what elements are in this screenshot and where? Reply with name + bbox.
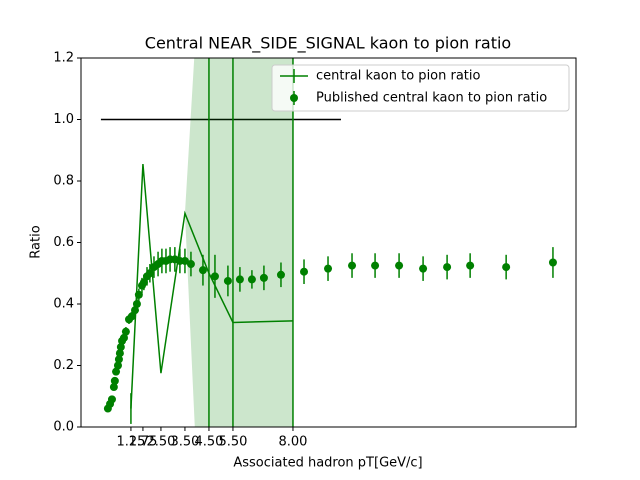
data-point bbox=[112, 367, 121, 376]
data-point bbox=[107, 395, 116, 404]
data-point bbox=[186, 260, 195, 269]
y-tick-label: 0.0 bbox=[53, 420, 74, 435]
data-point bbox=[276, 270, 285, 279]
x-tick-label: 1.75 bbox=[128, 435, 157, 450]
x-tick-label: 2.50 bbox=[146, 435, 175, 450]
data-point bbox=[115, 349, 124, 358]
data-point bbox=[259, 273, 268, 282]
axes-frame bbox=[80, 57, 577, 428]
legend-label: central kaon to pion ratio bbox=[316, 69, 481, 84]
data-point bbox=[116, 343, 125, 352]
data-point bbox=[113, 361, 122, 370]
y-tick-label: 0.2 bbox=[53, 358, 74, 373]
y-tick-label: 1.2 bbox=[53, 51, 74, 66]
legend-label: Published central kaon to pion ratio bbox=[316, 91, 547, 106]
y-axis-label: Ratio bbox=[29, 225, 44, 258]
data-point bbox=[145, 269, 154, 278]
data-point bbox=[395, 261, 404, 270]
x-tick-label: 1.25 bbox=[116, 435, 145, 450]
legend-box bbox=[271, 64, 570, 112]
x-axis-label: Associated hadron pT[GeV/c] bbox=[233, 456, 422, 471]
data-point bbox=[300, 267, 309, 276]
x-tick-label: 3.50 bbox=[170, 435, 199, 450]
data-point bbox=[443, 263, 452, 272]
data-point bbox=[235, 275, 244, 284]
data-point bbox=[134, 290, 143, 299]
data-point bbox=[548, 258, 557, 267]
plot-area bbox=[100, 58, 557, 427]
data-point bbox=[121, 327, 130, 336]
data-point bbox=[110, 376, 119, 385]
data-point bbox=[247, 275, 256, 284]
data-point bbox=[502, 263, 511, 272]
chart-title: Central NEAR_SIDE_SIGNAL kaon to pion ra… bbox=[145, 34, 511, 54]
data-point bbox=[210, 272, 219, 281]
x-tick-label: 5.50 bbox=[218, 435, 247, 450]
legend-marker bbox=[290, 94, 298, 102]
data-point bbox=[198, 266, 207, 275]
data-point bbox=[139, 278, 148, 287]
data-point bbox=[419, 264, 428, 273]
data-point bbox=[180, 256, 189, 265]
data-point bbox=[466, 261, 475, 270]
data-point bbox=[324, 264, 333, 273]
data-point bbox=[348, 261, 357, 270]
y-tick-label: 1.0 bbox=[53, 112, 74, 127]
data-point bbox=[109, 383, 118, 392]
x-tick-label: 8.00 bbox=[278, 435, 307, 450]
data-point bbox=[223, 276, 232, 285]
data-point bbox=[132, 300, 141, 308]
data-point bbox=[371, 261, 380, 270]
x-tick-label: 4.50 bbox=[194, 435, 223, 450]
data-point bbox=[114, 355, 123, 364]
y-tick-label: 0.8 bbox=[53, 174, 74, 189]
y-tick-label: 0.4 bbox=[53, 297, 74, 312]
data-point bbox=[127, 312, 136, 321]
y-tick-label: 0.6 bbox=[53, 235, 74, 250]
error-band bbox=[130, 58, 293, 427]
